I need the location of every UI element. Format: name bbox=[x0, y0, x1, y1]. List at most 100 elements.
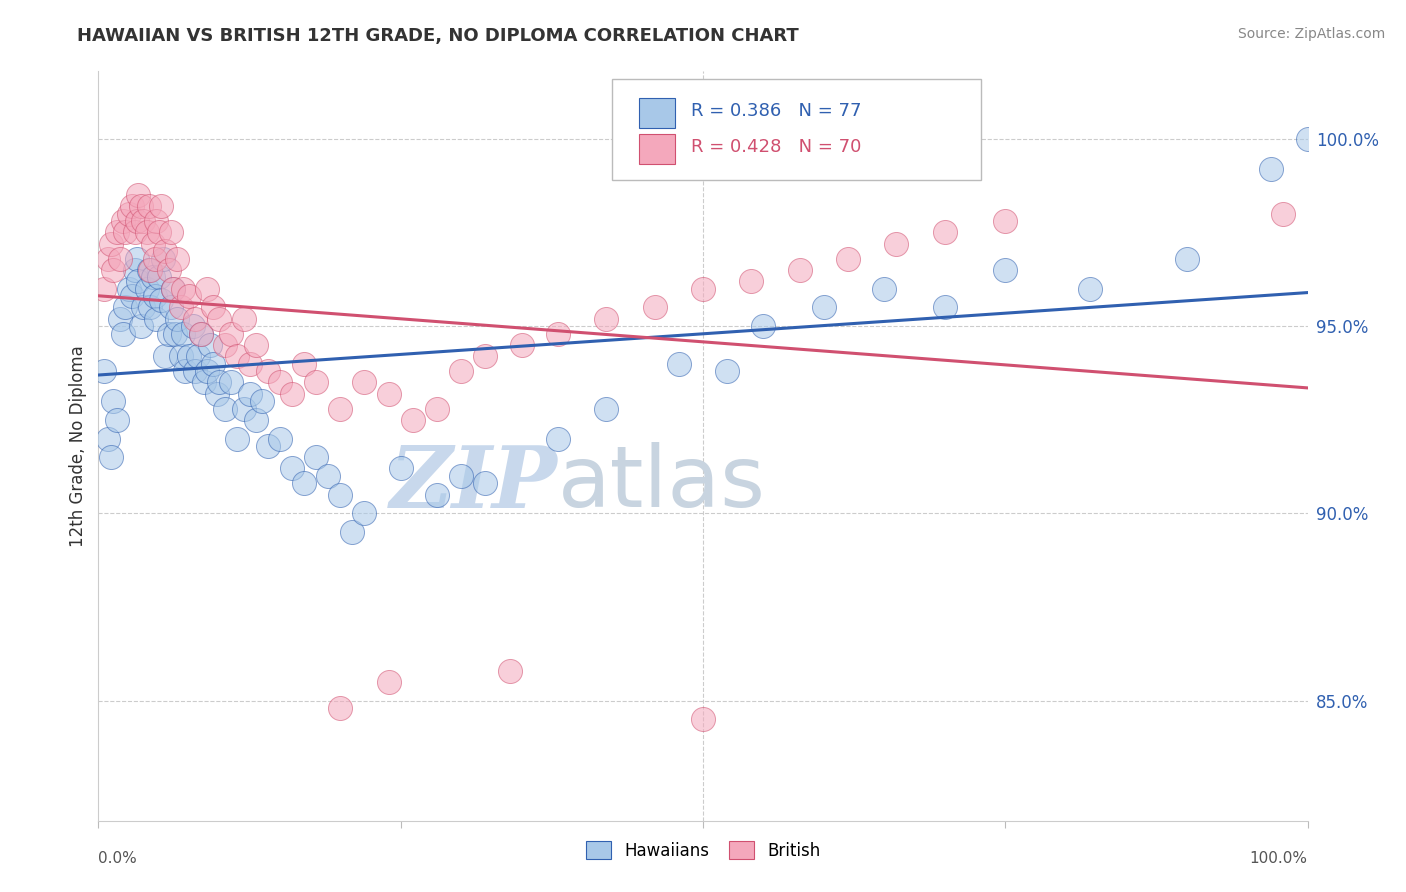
Point bbox=[886, 236, 908, 251]
Point bbox=[111, 326, 134, 341]
Point bbox=[994, 214, 1017, 228]
Point bbox=[195, 364, 218, 378]
Point bbox=[498, 664, 520, 678]
Point bbox=[402, 413, 425, 427]
Text: Source: ZipAtlas.com: Source: ZipAtlas.com bbox=[1237, 27, 1385, 41]
Point bbox=[143, 289, 166, 303]
Point bbox=[292, 357, 315, 371]
Point bbox=[256, 364, 278, 378]
Point bbox=[114, 301, 136, 315]
Point bbox=[245, 413, 267, 427]
Point bbox=[100, 236, 122, 251]
Legend: Hawaiians, British: Hawaiians, British bbox=[579, 835, 827, 866]
Text: 0.0%: 0.0% bbox=[98, 851, 138, 865]
Point bbox=[377, 675, 399, 690]
Point bbox=[305, 376, 328, 390]
Point bbox=[190, 326, 212, 341]
Point bbox=[1272, 207, 1295, 221]
Point bbox=[789, 263, 811, 277]
Point bbox=[389, 461, 412, 475]
Text: atlas: atlas bbox=[558, 442, 766, 525]
Point bbox=[644, 301, 666, 315]
Point bbox=[752, 319, 775, 334]
Point bbox=[143, 252, 166, 266]
Point bbox=[595, 401, 617, 416]
Point bbox=[181, 319, 204, 334]
Point bbox=[269, 376, 291, 390]
Point bbox=[226, 432, 249, 446]
Point bbox=[162, 282, 184, 296]
Point bbox=[162, 282, 184, 296]
Point bbox=[150, 293, 173, 307]
Point bbox=[160, 226, 183, 240]
Point bbox=[342, 525, 364, 540]
Point bbox=[160, 301, 183, 315]
Point bbox=[202, 301, 225, 315]
Point bbox=[873, 282, 896, 296]
Point bbox=[256, 439, 278, 453]
FancyBboxPatch shape bbox=[638, 97, 675, 128]
Point bbox=[172, 326, 194, 341]
Point bbox=[101, 394, 124, 409]
Point bbox=[692, 713, 714, 727]
Point bbox=[716, 364, 738, 378]
Point bbox=[148, 270, 170, 285]
Point bbox=[195, 282, 218, 296]
Point bbox=[474, 349, 496, 363]
Point bbox=[281, 386, 304, 401]
Point bbox=[239, 357, 262, 371]
Point bbox=[152, 252, 174, 266]
Point bbox=[232, 401, 254, 416]
Y-axis label: 12th Grade, No Diploma: 12th Grade, No Diploma bbox=[69, 345, 87, 547]
Point bbox=[837, 252, 859, 266]
Point bbox=[132, 301, 155, 315]
Point bbox=[934, 226, 956, 240]
Point bbox=[292, 476, 315, 491]
Point bbox=[166, 311, 188, 326]
Text: 100.0%: 100.0% bbox=[1250, 851, 1308, 865]
FancyBboxPatch shape bbox=[638, 134, 675, 163]
Point bbox=[329, 701, 352, 715]
Point bbox=[124, 226, 146, 240]
Point bbox=[426, 401, 449, 416]
Point bbox=[138, 199, 160, 213]
Point bbox=[121, 199, 143, 213]
Point bbox=[221, 326, 243, 341]
Point bbox=[114, 226, 136, 240]
Point bbox=[101, 263, 124, 277]
Point bbox=[153, 349, 176, 363]
Point bbox=[150, 199, 173, 213]
Point bbox=[100, 450, 122, 465]
Point bbox=[127, 274, 149, 288]
Point bbox=[329, 488, 352, 502]
Point bbox=[450, 364, 472, 378]
Point bbox=[250, 394, 273, 409]
Point bbox=[129, 319, 152, 334]
Point bbox=[208, 376, 231, 390]
Point bbox=[190, 326, 212, 341]
Point bbox=[214, 401, 236, 416]
Point bbox=[668, 357, 690, 371]
Point bbox=[148, 226, 170, 240]
Point bbox=[127, 252, 149, 266]
Point bbox=[245, 338, 267, 352]
Point bbox=[994, 263, 1017, 277]
Point bbox=[214, 338, 236, 352]
Point bbox=[232, 311, 254, 326]
Point bbox=[127, 214, 149, 228]
Point bbox=[377, 386, 399, 401]
Point bbox=[1260, 161, 1282, 176]
Point bbox=[169, 349, 191, 363]
Point bbox=[132, 214, 155, 228]
Point bbox=[108, 252, 131, 266]
Point bbox=[187, 349, 209, 363]
Point bbox=[139, 301, 162, 315]
Point bbox=[269, 432, 291, 446]
Point bbox=[111, 214, 134, 228]
Point bbox=[174, 364, 197, 378]
Point bbox=[813, 301, 835, 315]
Point bbox=[202, 357, 225, 371]
Text: ZIP: ZIP bbox=[389, 442, 558, 525]
Point bbox=[169, 301, 191, 315]
Point bbox=[426, 488, 449, 502]
